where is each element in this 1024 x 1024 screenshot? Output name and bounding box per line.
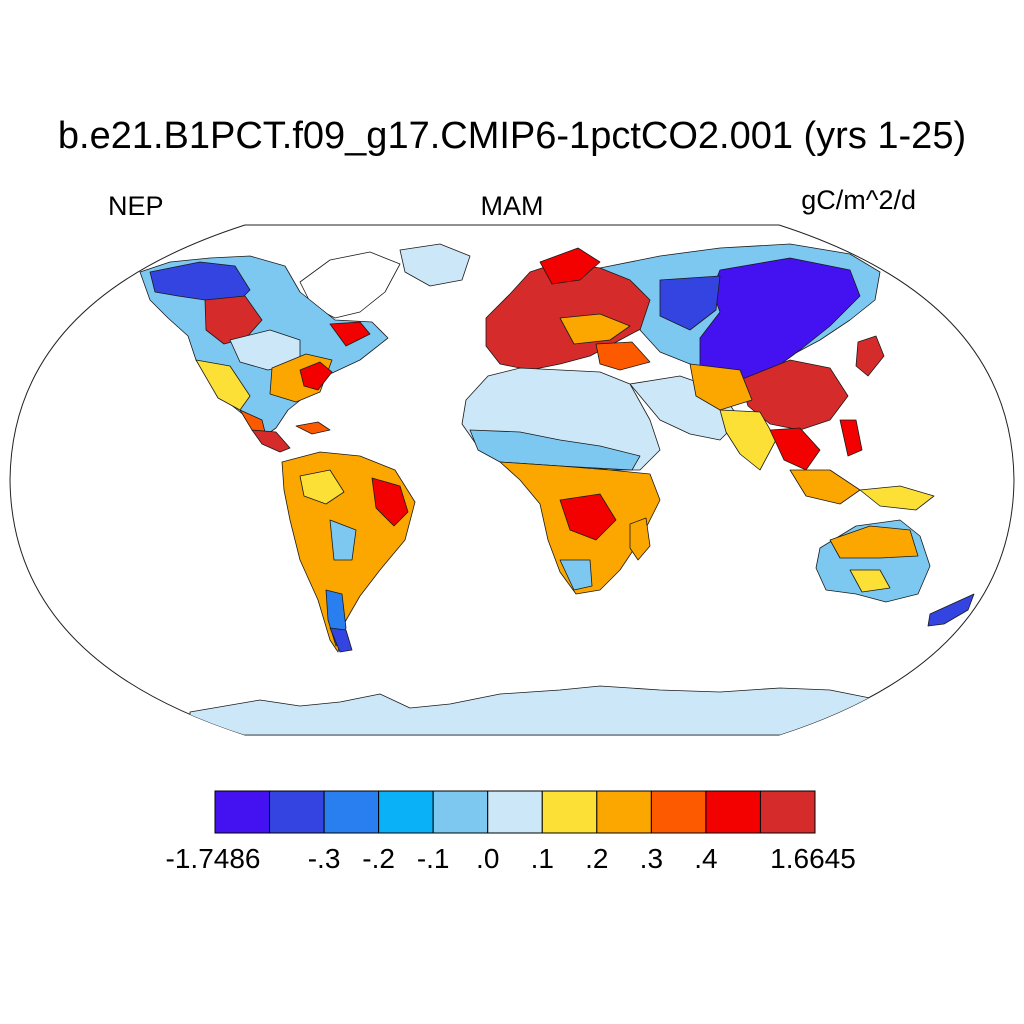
colorbar-swatch	[214, 790, 271, 834]
colorbar-label: .4	[694, 843, 718, 874]
variable-label: NEP	[108, 191, 164, 221]
colorbar-swatch	[323, 790, 380, 834]
colorbar-swatch	[541, 790, 598, 834]
colorbar-swatch	[269, 790, 325, 834]
plot-title: b.e21.B1PCT.f09_g17.CMIP6-1pctCO2.001 (y…	[57, 115, 967, 157]
colorbar-label: .0	[476, 843, 500, 874]
colorbar-swatch	[596, 790, 652, 834]
colorbar-label: -.2	[362, 843, 395, 874]
colorbar-label: -1.7486	[165, 843, 261, 874]
season-label: MAM	[480, 191, 544, 221]
colorbar-swatch	[650, 790, 707, 834]
colorbar-label: -.3	[307, 843, 341, 874]
colorbar-label: 1.6645	[770, 843, 856, 874]
colorbar-swatch	[705, 790, 761, 834]
colorbar-swatch	[487, 790, 543, 834]
colorbar-label: .1	[530, 843, 554, 874]
colorbar-swatch	[378, 790, 434, 834]
colorbar-swatch	[432, 790, 489, 834]
colorbar-label: .3	[639, 843, 664, 874]
units-label: gC/m^2/d	[801, 185, 916, 215]
colorbar-label: .2	[585, 843, 609, 874]
colorbar-swatch	[759, 790, 816, 834]
colorbar-label: -.1	[416, 843, 450, 874]
